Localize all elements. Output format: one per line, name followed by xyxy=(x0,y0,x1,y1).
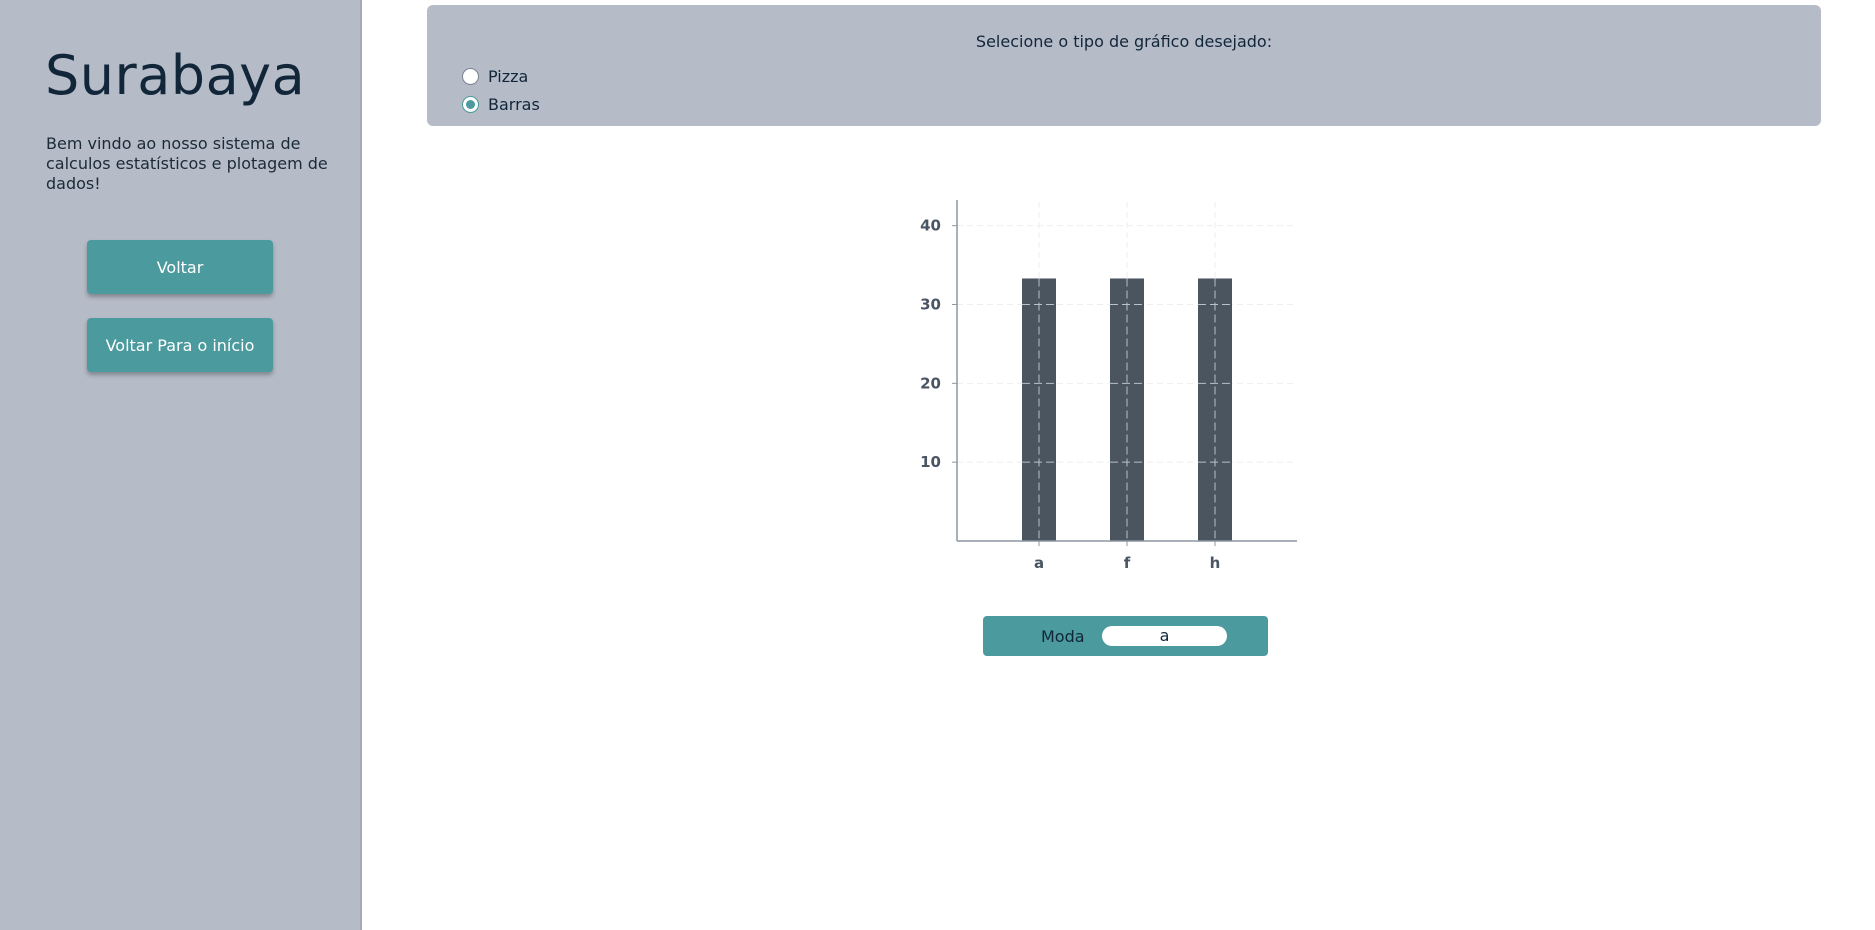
bar-chart: 10 20 30 40 a f h xyxy=(900,190,1320,590)
moda-panel: Moda a xyxy=(983,616,1268,656)
welcome-text: Bem vindo ao nosso sistema de calculos e… xyxy=(46,134,328,193)
radio-label-barras: Barras xyxy=(488,95,540,114)
radio-barras[interactable] xyxy=(462,96,479,113)
moda-label: Moda xyxy=(1041,627,1085,646)
chart-type-selector: Selecione o tipo de gráfico desejado: Pi… xyxy=(427,5,1821,126)
bar-chart-svg: 10 20 30 40 a f h xyxy=(920,200,1297,572)
sidebar: Surabaya Bem vindo ao nosso sistema de c… xyxy=(0,0,362,930)
y-tick-label: 20 xyxy=(920,374,941,392)
x-tick-label-h: h xyxy=(1210,554,1221,572)
x-tick-label-f: f xyxy=(1124,554,1131,572)
app-title: Surabaya xyxy=(45,44,306,107)
radio-pizza[interactable] xyxy=(462,68,479,85)
x-tick-label-a: a xyxy=(1034,554,1044,572)
y-tick-label: 10 xyxy=(920,453,941,471)
radio-option-barras[interactable]: Barras xyxy=(462,95,540,114)
y-tick-label: 40 xyxy=(920,217,941,235)
y-tick-label: 30 xyxy=(920,295,941,313)
selector-title: Selecione o tipo de gráfico desejado: xyxy=(975,32,1273,51)
radio-option-pizza[interactable]: Pizza xyxy=(462,67,528,86)
back-to-start-button[interactable]: Voltar Para o início xyxy=(87,318,273,372)
back-button[interactable]: Voltar xyxy=(87,240,273,294)
moda-value-field[interactable]: a xyxy=(1102,626,1227,646)
radio-label-pizza: Pizza xyxy=(488,67,529,86)
